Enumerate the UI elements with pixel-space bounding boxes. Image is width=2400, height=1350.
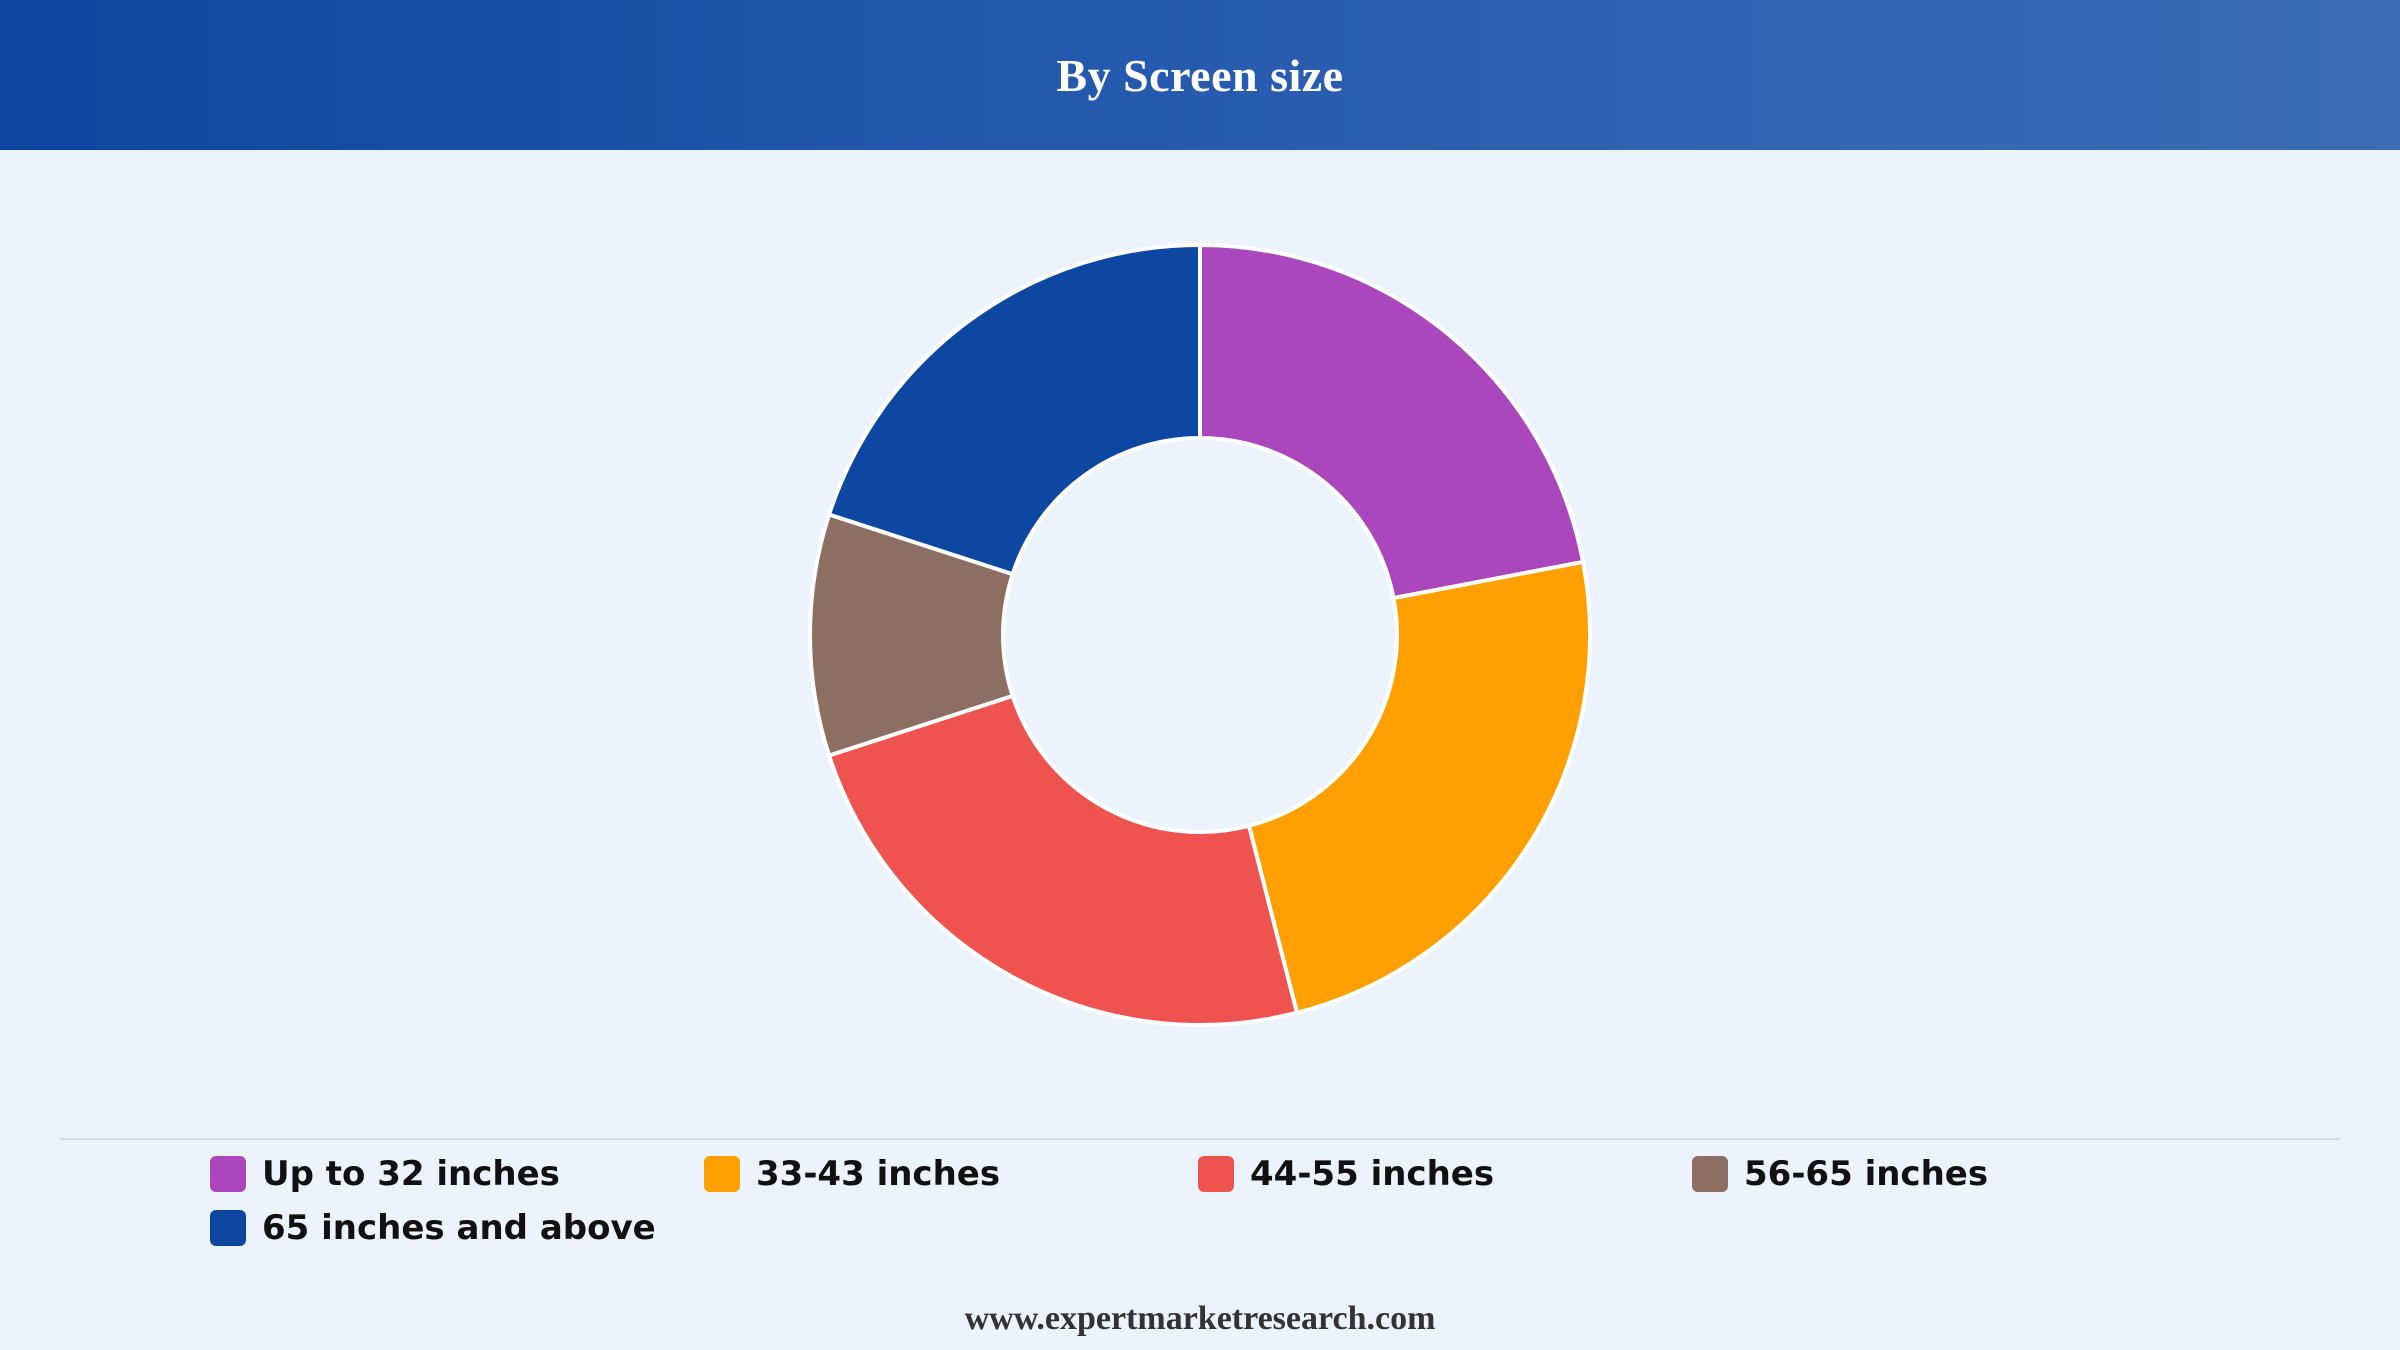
- donut-slice-33-43-inches[interactable]: [1246, 559, 1592, 1015]
- legend-swatch: [210, 1210, 246, 1246]
- legend-label: 33-43 inches: [756, 1154, 1001, 1194]
- legend: Up to 32 inches 33-43 inches 44-55 inche…: [210, 1154, 2210, 1248]
- chart-title: By Screen size: [1056, 49, 1344, 101]
- legend-item-44-55[interactable]: 44-55 inches: [1198, 1154, 1692, 1194]
- legend-item-65-and-above[interactable]: 65 inches and above: [210, 1208, 704, 1248]
- legend-label: Up to 32 inches: [262, 1154, 560, 1194]
- header-banner: By Screen size: [0, 0, 2400, 150]
- legend-swatch: [1198, 1156, 1234, 1192]
- legend-label: 65 inches and above: [262, 1208, 656, 1248]
- donut-slice-65-inches-and-above[interactable]: [827, 243, 1202, 577]
- donut-slice-up-to-32-inches[interactable]: [1198, 243, 1586, 601]
- chart-area: [0, 150, 2400, 1130]
- legend-divider: [60, 1138, 2340, 1140]
- legend-item-33-43[interactable]: 33-43 inches: [704, 1154, 1198, 1194]
- legend-item-56-65[interactable]: 56-65 inches: [1692, 1154, 2186, 1194]
- source-url: www.expertmarketresearch.com: [964, 1300, 1436, 1337]
- legend-label: 44-55 inches: [1250, 1154, 1495, 1194]
- donut-chart: [808, 243, 1592, 1027]
- legend-swatch: [1692, 1156, 1728, 1192]
- donut-slice-44-55-inches[interactable]: [827, 693, 1299, 1027]
- legend-swatch: [704, 1156, 740, 1192]
- legend-label: 56-65 inches: [1744, 1154, 1989, 1194]
- legend-swatch: [210, 1156, 246, 1192]
- legend-item-up-to-32[interactable]: Up to 32 inches: [210, 1154, 704, 1194]
